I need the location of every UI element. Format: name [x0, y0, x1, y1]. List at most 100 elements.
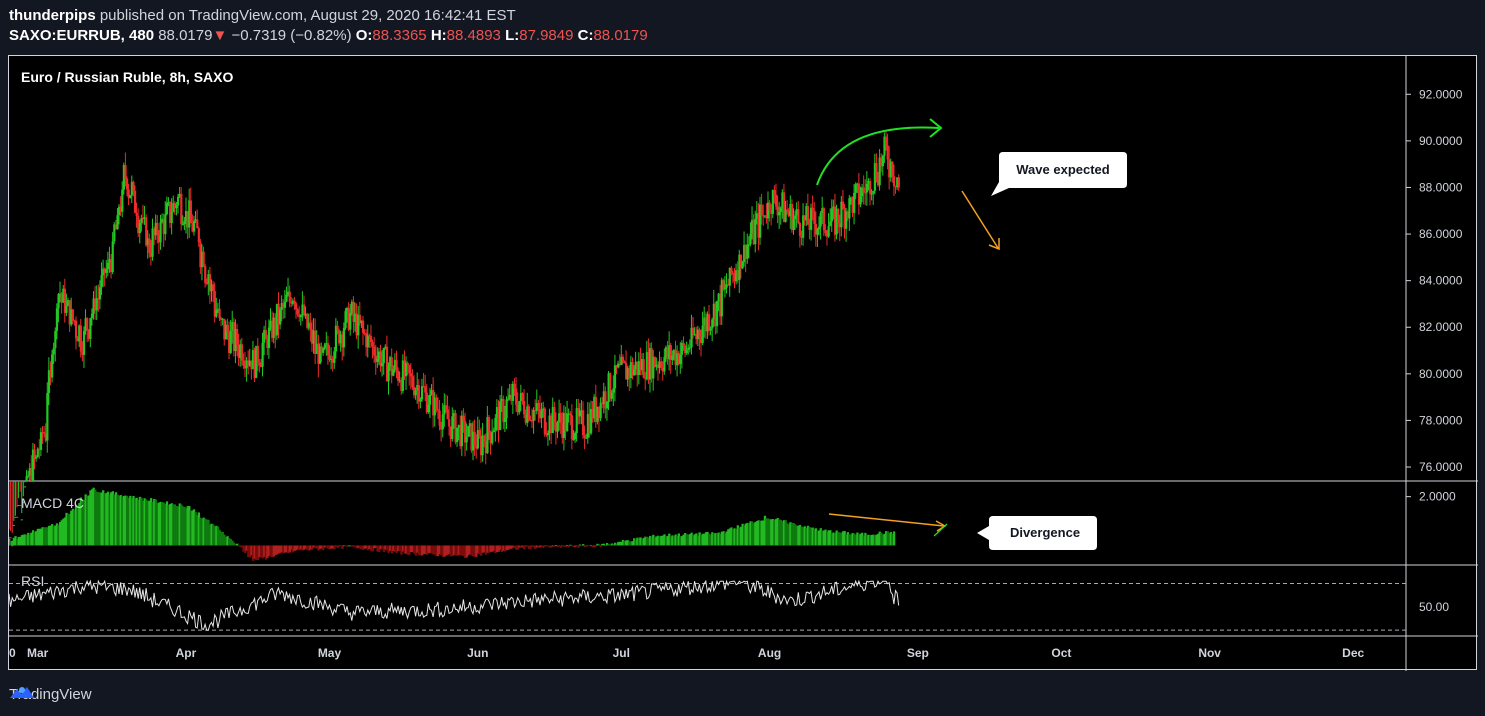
candle-body [349, 313, 352, 330]
footer: TradingView [9, 683, 92, 705]
arrow-head-icon [988, 238, 1000, 251]
candle-body [548, 415, 551, 434]
candle-body [818, 226, 821, 230]
candle-body [892, 176, 896, 187]
macd-bar [507, 545, 510, 550]
macd-bar [692, 535, 695, 546]
candle-body [320, 346, 323, 353]
macd-bar [530, 545, 534, 547]
macd-bar [696, 535, 700, 546]
macd-bar [597, 544, 601, 546]
macd-bar [723, 533, 727, 546]
macd-bar [78, 503, 81, 546]
tradingview-brand[interactable]: TradingView [9, 685, 92, 703]
macd-bar [369, 545, 373, 551]
candle-body [272, 317, 275, 338]
macd-bar [341, 545, 344, 550]
candle-body [47, 370, 51, 393]
candle-body [650, 348, 653, 379]
tradingview-logo-icon[interactable] [9, 683, 35, 701]
candle-body [373, 346, 376, 356]
candle-body [529, 419, 532, 421]
candle-body [692, 327, 695, 335]
candle-body [98, 287, 102, 300]
candle-body [838, 223, 841, 228]
candle-body [589, 409, 593, 434]
macd-bar [634, 539, 637, 546]
candle-body [668, 345, 671, 360]
macd-bar [387, 545, 390, 554]
candle-body [593, 396, 596, 419]
macd-bar [443, 545, 446, 557]
candle-body [655, 364, 658, 367]
candle-body [28, 468, 31, 476]
candle-body [566, 413, 569, 431]
macd-bar [11, 540, 14, 546]
macd-bar [827, 530, 830, 546]
candle-body [446, 409, 449, 420]
candle-body [511, 383, 515, 401]
candle-body [35, 457, 38, 459]
macd-bar [559, 545, 562, 548]
candle-body [645, 352, 649, 380]
macd-bar [582, 544, 585, 546]
macd-bar [808, 526, 811, 546]
macd-bar [98, 492, 102, 546]
macd-bar [216, 526, 220, 546]
macd-bar [417, 545, 421, 555]
x-axis-label: Sep [907, 646, 929, 660]
macd-bar [234, 544, 237, 546]
macd-bar [82, 500, 86, 546]
candle-body [173, 203, 177, 209]
macd-bar [66, 513, 70, 546]
macd-bar [350, 545, 354, 547]
candle-body [79, 325, 82, 352]
chart-frame[interactable]: 76.0000 78.0000 80.0000 82.0000 84.0000 86.00… [8, 55, 1478, 671]
x-axis-label: Apr [176, 646, 197, 660]
macd-bar [747, 522, 751, 546]
macd-bar [54, 525, 57, 546]
macd-bar [97, 492, 100, 546]
candle-body [145, 217, 148, 246]
divergence-line [828, 513, 945, 527]
macd-bar [704, 532, 708, 546]
macd-bar [205, 519, 209, 546]
candle-body [628, 367, 631, 379]
macd-bar [51, 524, 54, 546]
candle-body [78, 325, 81, 342]
callout-bubble [977, 516, 1097, 550]
macd-bar [787, 524, 791, 546]
author-name[interactable]: thunderpips [9, 7, 96, 24]
macd-bar [870, 534, 873, 546]
candle-body [236, 328, 239, 346]
chart-canvas[interactable]: 76.0000 78.0000 80.0000 82.0000 84.0000 86.00… [9, 56, 1478, 671]
macd-bar [677, 533, 680, 546]
candle-body [382, 348, 385, 364]
macd-bar [494, 545, 497, 554]
macd-bar [151, 501, 154, 546]
macd-bar [618, 541, 621, 546]
candle-body [82, 331, 86, 355]
candle-body [559, 413, 562, 423]
candle-body [424, 386, 427, 393]
macd-bar [46, 527, 49, 546]
macd-bar [562, 545, 566, 547]
macd-bar [74, 504, 78, 546]
candle-body [554, 422, 558, 432]
price-change: −0.7319 (−0.82%) [231, 27, 352, 44]
candle-body [792, 219, 795, 231]
macd-bar [103, 493, 106, 546]
candle-body [752, 219, 755, 245]
candle-body [564, 412, 567, 431]
candle-body [599, 402, 602, 419]
candle-body [191, 223, 194, 232]
macd-bar [712, 533, 716, 546]
macd-bar [583, 545, 586, 548]
candle-body [347, 307, 350, 330]
candle-body [674, 350, 677, 366]
macd-bar [695, 533, 698, 546]
macd-bar [71, 508, 75, 546]
macd-bar [476, 545, 480, 554]
candle-body [889, 161, 892, 178]
candle-body [369, 335, 373, 343]
